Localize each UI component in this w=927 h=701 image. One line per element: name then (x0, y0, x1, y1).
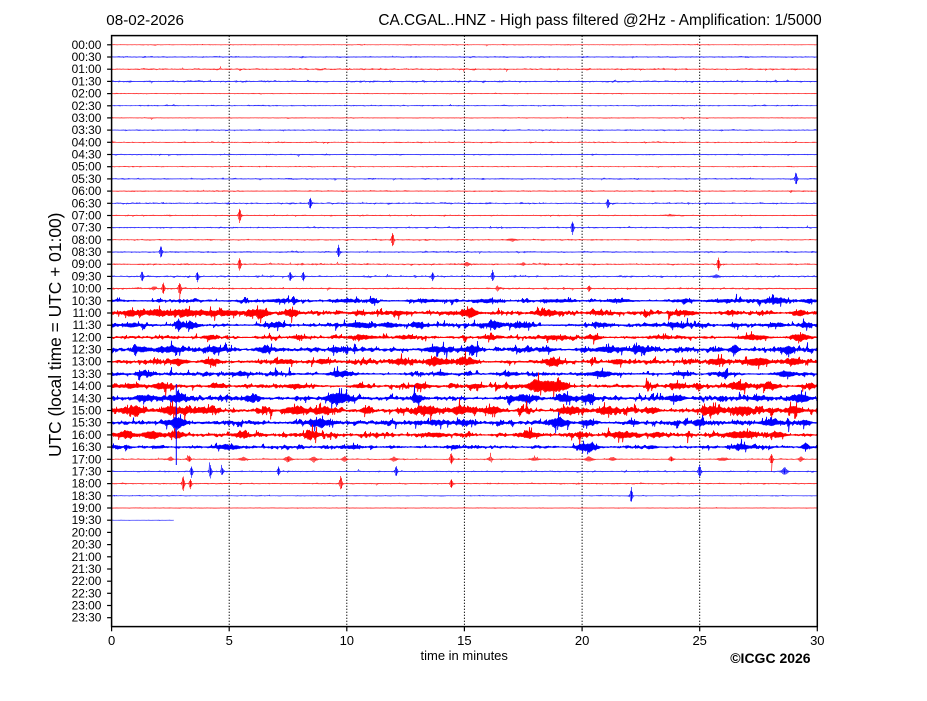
svg-text:07:30: 07:30 (72, 221, 102, 235)
svg-text:07:00: 07:00 (72, 209, 102, 223)
svg-text:05:00: 05:00 (72, 160, 102, 174)
svg-text:0: 0 (108, 633, 115, 648)
svg-text:09:00: 09:00 (72, 257, 102, 271)
svg-text:15:30: 15:30 (72, 416, 102, 430)
svg-text:23:00: 23:00 (72, 599, 102, 613)
svg-text:13:00: 13:00 (72, 355, 102, 369)
svg-text:23:30: 23:30 (72, 611, 102, 625)
svg-text:04:30: 04:30 (72, 148, 102, 162)
svg-text:03:00: 03:00 (72, 111, 102, 125)
svg-text:30: 30 (810, 633, 824, 648)
svg-text:06:00: 06:00 (72, 184, 102, 198)
svg-text:08-02-2026: 08-02-2026 (106, 12, 184, 29)
svg-text:22:00: 22:00 (72, 574, 102, 588)
svg-text:18:30: 18:30 (72, 489, 102, 503)
svg-text:00:30: 00:30 (72, 50, 102, 64)
svg-text:5: 5 (226, 633, 233, 648)
svg-text:17:30: 17:30 (72, 464, 102, 478)
svg-text:25: 25 (692, 633, 706, 648)
svg-text:03:30: 03:30 (72, 123, 102, 137)
svg-text:10:00: 10:00 (72, 282, 102, 296)
svg-text:06:30: 06:30 (72, 196, 102, 210)
svg-text:12:30: 12:30 (72, 343, 102, 357)
svg-text:©ICGC 2026: ©ICGC 2026 (730, 650, 811, 666)
svg-text:16:30: 16:30 (72, 440, 102, 454)
svg-text:05:30: 05:30 (72, 172, 102, 186)
svg-text:12:00: 12:00 (72, 330, 102, 344)
svg-text:21:00: 21:00 (72, 550, 102, 564)
svg-text:14:00: 14:00 (72, 379, 102, 393)
svg-text:10:30: 10:30 (72, 294, 102, 308)
svg-text:02:00: 02:00 (72, 87, 102, 101)
svg-text:18:00: 18:00 (72, 477, 102, 491)
svg-text:09:30: 09:30 (72, 269, 102, 283)
svg-text:10: 10 (340, 633, 354, 648)
svg-text:16:00: 16:00 (72, 428, 102, 442)
svg-text:11:30: 11:30 (73, 318, 102, 332)
svg-text:14:30: 14:30 (72, 391, 102, 405)
svg-text:CA.CGAL..HNZ - High pass filte: CA.CGAL..HNZ - High pass filtered @2Hz -… (378, 12, 821, 29)
svg-text:01:00: 01:00 (72, 62, 102, 76)
svg-text:15: 15 (457, 633, 471, 648)
svg-text:15:00: 15:00 (72, 404, 102, 418)
svg-text:13:30: 13:30 (72, 367, 102, 381)
svg-text:08:00: 08:00 (72, 233, 102, 247)
svg-text:20:00: 20:00 (72, 525, 102, 539)
svg-text:22:30: 22:30 (72, 586, 102, 600)
svg-text:20:30: 20:30 (72, 538, 102, 552)
svg-text:UTC (local time = UTC + 01:00): UTC (local time = UTC + 01:00) (45, 213, 65, 458)
svg-text:11:00: 11:00 (73, 306, 102, 320)
svg-text:time in minutes: time in minutes (420, 648, 508, 663)
svg-text:02:30: 02:30 (72, 99, 102, 113)
svg-text:08:30: 08:30 (72, 245, 102, 259)
svg-text:01:30: 01:30 (72, 74, 102, 88)
svg-text:19:00: 19:00 (72, 501, 102, 515)
svg-text:00:00: 00:00 (72, 38, 102, 52)
svg-text:04:00: 04:00 (72, 135, 102, 149)
svg-text:19:30: 19:30 (72, 513, 102, 527)
svg-text:21:30: 21:30 (72, 562, 102, 576)
svg-text:17:00: 17:00 (72, 452, 102, 466)
svg-text:20: 20 (575, 633, 589, 648)
